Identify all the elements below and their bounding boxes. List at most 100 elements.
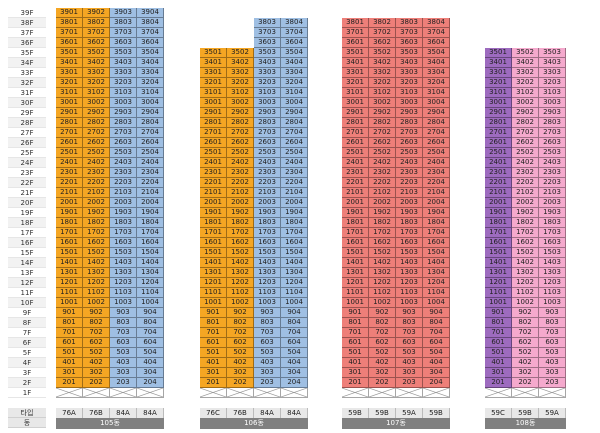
unit-cell: 3301: [342, 68, 369, 78]
unit-cell: 902: [512, 308, 539, 318]
empty-floor-cell: [281, 388, 308, 398]
unit-cell: 3401: [485, 58, 512, 68]
unit-cell: 1602: [227, 238, 254, 248]
unit-cell: 3102: [512, 88, 539, 98]
cross-icon: [254, 388, 280, 397]
unit-cell: 1804: [423, 218, 450, 228]
unit-cell: 3502: [227, 48, 254, 58]
unit-cell: 903: [110, 308, 137, 318]
unit-cell: 3203: [396, 78, 423, 88]
unit-cell: 201: [485, 378, 512, 388]
unit-cell: 1301: [200, 268, 227, 278]
unit-cell: 2803: [396, 118, 423, 128]
unit-cell: 301: [200, 368, 227, 378]
unit-cell: 3703: [110, 28, 137, 38]
unit-cell: 3703: [254, 28, 281, 38]
unit-cell: 302: [227, 368, 254, 378]
unit-cell: 2202: [512, 178, 539, 188]
unit-cell: 3502: [83, 48, 110, 58]
unit-cell: 501: [56, 348, 83, 358]
floor-label: 4F: [8, 358, 46, 368]
unit-type-label: 59A: [396, 408, 423, 418]
unit-type-label: 59B: [342, 408, 369, 418]
unit-cell: 1701: [56, 228, 83, 238]
unit-cell: 602: [512, 338, 539, 348]
unit-cell: 3503: [254, 48, 281, 58]
unit-cell: 1402: [369, 258, 396, 268]
unit-cell: 2701: [485, 128, 512, 138]
unit-cell: 2203: [110, 178, 137, 188]
unit-cell: 2302: [83, 168, 110, 178]
unit-cell: 701: [485, 328, 512, 338]
unit-cell: 603: [396, 338, 423, 348]
unit-cell: 1902: [227, 208, 254, 218]
unit-cell: 3103: [539, 88, 566, 98]
unit-cell: 2702: [227, 128, 254, 138]
unit-cell: 704: [281, 328, 308, 338]
cross-icon: [110, 388, 136, 397]
floor-label: 14F: [8, 258, 46, 268]
unit-cell: 2902: [227, 108, 254, 118]
unit-cell: 3102: [83, 88, 110, 98]
unit-cell: 404: [137, 358, 164, 368]
unit-cell: 2903: [254, 108, 281, 118]
unit-cell: 2504: [281, 148, 308, 158]
unit-cell: 1001: [342, 298, 369, 308]
floor-label: 31F: [8, 88, 46, 98]
unit-cell: 503: [110, 348, 137, 358]
unit-cell: 2902: [83, 108, 110, 118]
unit-cell: 1101: [56, 288, 83, 298]
unit-cell: 2003: [110, 198, 137, 208]
unit-cell: 1002: [512, 298, 539, 308]
unit-cell: 303: [539, 368, 566, 378]
unit-cell: 3303: [396, 68, 423, 78]
unit-cell: 2704: [423, 128, 450, 138]
unit-cell: 2404: [137, 158, 164, 168]
floor-label: 3F: [8, 368, 46, 378]
unit-cell: 1003: [539, 298, 566, 308]
unit-cell: 1401: [56, 258, 83, 268]
building-name-label: 106동: [200, 418, 308, 429]
unit-cell: 3604: [281, 38, 308, 48]
unit-cell: 3003: [110, 98, 137, 108]
unit-cell: 3602: [369, 38, 396, 48]
cross-icon: [342, 388, 368, 397]
empty-floor-cell: [200, 388, 227, 398]
unit-cell: 1004: [281, 298, 308, 308]
unit-cell: 404: [281, 358, 308, 368]
unit-cell: 1101: [485, 288, 512, 298]
unit-cell: 2202: [369, 178, 396, 188]
unit-cell: 3302: [512, 68, 539, 78]
unit-cell: 2302: [227, 168, 254, 178]
unit-cell: 901: [56, 308, 83, 318]
unit-cell: 2304: [137, 168, 164, 178]
empty-floor-cell: [369, 388, 396, 398]
unit-cell: 1403: [254, 258, 281, 268]
cross-icon: [485, 388, 511, 397]
unit-cell: 501: [200, 348, 227, 358]
unit-cell: 203: [539, 378, 566, 388]
unit-cell: 2303: [110, 168, 137, 178]
unit-cell: 3503: [396, 48, 423, 58]
unit-cell: 2601: [485, 138, 512, 148]
unit-cell: 3503: [110, 48, 137, 58]
unit-cell: 2901: [56, 108, 83, 118]
floor-label: 21F: [8, 188, 46, 198]
unit-cell: 803: [396, 318, 423, 328]
unit-cell: 704: [423, 328, 450, 338]
unit-cell: 504: [423, 348, 450, 358]
unit-cell: 3404: [281, 58, 308, 68]
unit-cell: 3502: [512, 48, 539, 58]
unit-cell: 304: [137, 368, 164, 378]
unit-cell: 702: [369, 328, 396, 338]
unit-cell: 1302: [369, 268, 396, 278]
unit-cell: 1802: [512, 218, 539, 228]
unit-cell: 702: [83, 328, 110, 338]
unit-type-label: 84A: [137, 408, 164, 418]
unit-cell: 1403: [110, 258, 137, 268]
unit-cell: 2803: [110, 118, 137, 128]
unit-cell: 1603: [396, 238, 423, 248]
unit-cell: 3804: [423, 18, 450, 28]
unit-cell: 2401: [342, 158, 369, 168]
